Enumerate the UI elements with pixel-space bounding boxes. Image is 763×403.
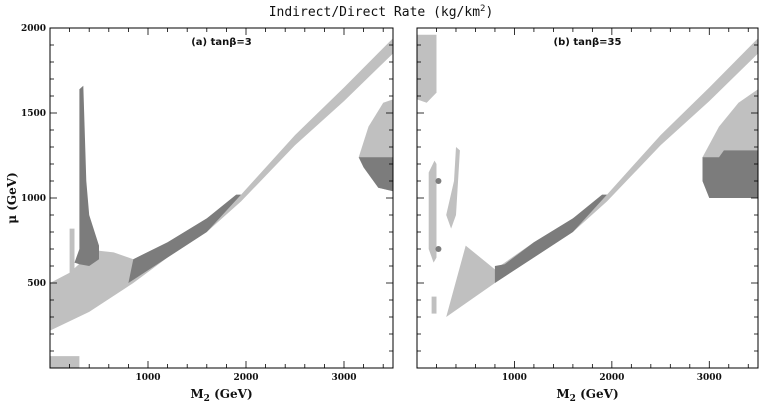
figure-title-superscript: 2 [480, 4, 485, 14]
region-light-6 [50, 356, 80, 368]
region-light-0 [417, 34, 437, 103]
panel-label: (a) tanβ=3 [191, 37, 252, 48]
x-tick-label: 3000 [331, 373, 356, 383]
y-tick-label: 500 [27, 279, 46, 289]
chart-panel-b: 1000 2000 3000 (b) tanβ=35 M2 (GeV) [416, 27, 759, 403]
x-axis-label: M2 (GeV) [556, 387, 618, 403]
region-dark-7 [702, 150, 758, 198]
x-tick-label: 3000 [697, 373, 722, 383]
panel-label: (b) tanβ=35 [554, 37, 622, 48]
plot-frame [416, 27, 759, 369]
y-tick-label: 1500 [21, 109, 46, 119]
x-tick-label: 2000 [233, 373, 258, 383]
y-axis-label: μ (GeV) [5, 172, 19, 224]
allowed-regions [417, 34, 758, 317]
region-dark-3 [128, 194, 242, 283]
region-dot-0 [435, 178, 442, 184]
x-tick-label: 2000 [599, 373, 624, 383]
region-light-0 [50, 38, 393, 331]
region-light-4 [446, 38, 758, 317]
y-tick-label: 2000 [21, 24, 46, 34]
x-tick-label: 1000 [135, 373, 160, 383]
x-tick-label: 1000 [502, 373, 527, 383]
region-dark-5 [358, 157, 393, 192]
figure-title: Indirect/Direct Rate (kg/km2) [269, 4, 494, 20]
region-light-2 [446, 147, 460, 229]
region-dark-5 [494, 194, 607, 283]
chart-panels: 1000 2000 3000 500 1000 1500 2000 (a) tanβ=3 M2 … [5, 24, 759, 403]
chart-panel-a: 1000 2000 3000 500 1000 1500 2000 (a) tanβ=3 M2 … [5, 24, 394, 403]
allowed-regions [50, 38, 393, 368]
y-tick-label: 1000 [21, 194, 46, 204]
region-light-1 [69, 228, 75, 292]
x-axis-label: M2 (GeV) [190, 387, 252, 403]
plot-frame [49, 27, 394, 369]
region-dark-2 [74, 85, 99, 266]
region-light-3 [431, 296, 437, 314]
region-dot-1 [435, 246, 442, 252]
region-light-1 [428, 160, 437, 263]
